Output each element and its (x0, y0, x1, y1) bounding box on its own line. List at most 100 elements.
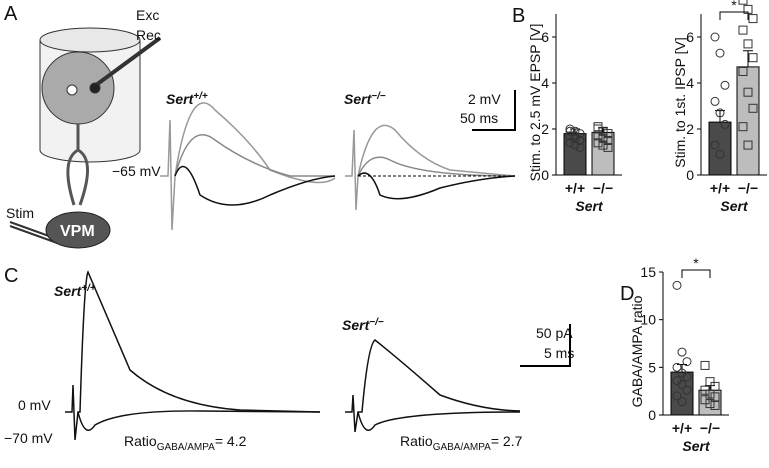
data-point (672, 362, 682, 372)
data-point (603, 129, 613, 139)
y-axis-label: Stim. to 1st. IPSP [V] (672, 37, 688, 167)
data-point (570, 131, 580, 141)
data-point (603, 142, 613, 152)
label: 50 ms (460, 110, 498, 126)
data-point (682, 372, 692, 382)
y-tick-label: 6 (686, 29, 694, 45)
data-point (677, 397, 687, 407)
data-point (593, 122, 603, 132)
panel-label: C (4, 265, 18, 287)
label: 50 pA (536, 325, 573, 341)
data-point (598, 126, 608, 136)
data-point (677, 347, 687, 357)
data-point (748, 53, 758, 63)
data-point (575, 136, 585, 145)
y-tick-label: 0 (541, 167, 549, 183)
data-point (593, 131, 603, 141)
data-point (575, 142, 585, 152)
y-tick-label: 4 (541, 75, 549, 91)
data-point (565, 126, 575, 136)
x-axis-label: Sert (682, 438, 711, 454)
data-point (743, 140, 753, 150)
label: −70 mV (4, 430, 53, 446)
data-point (738, 0, 748, 5)
data-point (743, 39, 753, 49)
panel-label: A (4, 3, 18, 25)
y-tick-label: 15 (640, 264, 656, 280)
y-tick-label: 10 (640, 312, 656, 328)
data-point (720, 119, 730, 129)
data-point (720, 80, 730, 90)
data-point (570, 126, 580, 136)
y-tick-label: 0 (648, 407, 656, 423)
label: Stim (6, 205, 34, 221)
schematic (9, 27, 162, 249)
x-axis-label: Sert (575, 198, 604, 214)
label: Rec (136, 27, 161, 43)
data-point (710, 32, 720, 42)
data-point (748, 14, 758, 24)
panel-label: D (620, 283, 634, 305)
label: Sert+/+ (54, 283, 96, 299)
label: −65 mV (112, 163, 161, 179)
data-point (710, 400, 720, 410)
data-point (705, 377, 715, 387)
data-point (743, 87, 753, 97)
data-point (682, 357, 692, 367)
data-point (598, 133, 608, 143)
y-tick-label: 4 (686, 75, 694, 91)
x-tick-label: −/− (738, 180, 758, 196)
label: 5 ms (544, 345, 574, 361)
panel-label: B (512, 5, 525, 27)
y-axis-label: GABA/AMPA ratio (629, 295, 645, 407)
significance-bracket (719, 11, 749, 20)
y-tick-label: 2 (541, 121, 549, 137)
x-tick-label: +/+ (565, 180, 585, 196)
y-tick-label: 5 (648, 359, 656, 375)
label: VPM (60, 223, 95, 240)
label: 0 mV (18, 397, 51, 413)
data-point (565, 138, 575, 148)
label: 2 mV (468, 91, 501, 107)
data-point (682, 385, 692, 395)
label: Sert+/+ (166, 91, 208, 107)
label: Exc (136, 7, 159, 23)
data-point (565, 131, 575, 141)
data-point (738, 67, 748, 76)
ratio-label: RatioGABA/AMPA= 4.2 (124, 433, 247, 453)
data-point (710, 96, 720, 106)
data-point (710, 392, 720, 402)
data-point (715, 108, 725, 118)
error-bar (677, 363, 687, 373)
traces (160, 102, 516, 231)
data-point (565, 124, 575, 134)
significance-label: * (693, 255, 699, 271)
data-point (715, 149, 725, 159)
x-tick-label: +/+ (672, 420, 692, 436)
scale-bar (520, 324, 571, 367)
data-point (715, 48, 725, 58)
data-point (677, 379, 687, 389)
label: Sert−/− (342, 317, 384, 333)
data-point (748, 103, 758, 113)
data-point (593, 124, 603, 134)
bar (736, 66, 760, 176)
data-point (672, 280, 682, 290)
data-point (575, 129, 585, 139)
data-point (705, 389, 715, 399)
error-bar (598, 127, 608, 133)
data-point (570, 140, 580, 150)
data-point (710, 381, 720, 391)
significance-label: * (731, 0, 737, 13)
label: Sert−/− (344, 91, 386, 107)
y-axis-label: Stim. to 2.5 mV EPSP [V] (527, 24, 543, 182)
scale-bar (472, 90, 516, 131)
data-point (700, 360, 710, 370)
data-point (672, 391, 682, 401)
data-point (593, 138, 603, 148)
data-point (738, 122, 748, 132)
data-point (705, 399, 715, 409)
significance-bracket (681, 269, 711, 278)
y-tick-label: 0 (686, 167, 694, 183)
